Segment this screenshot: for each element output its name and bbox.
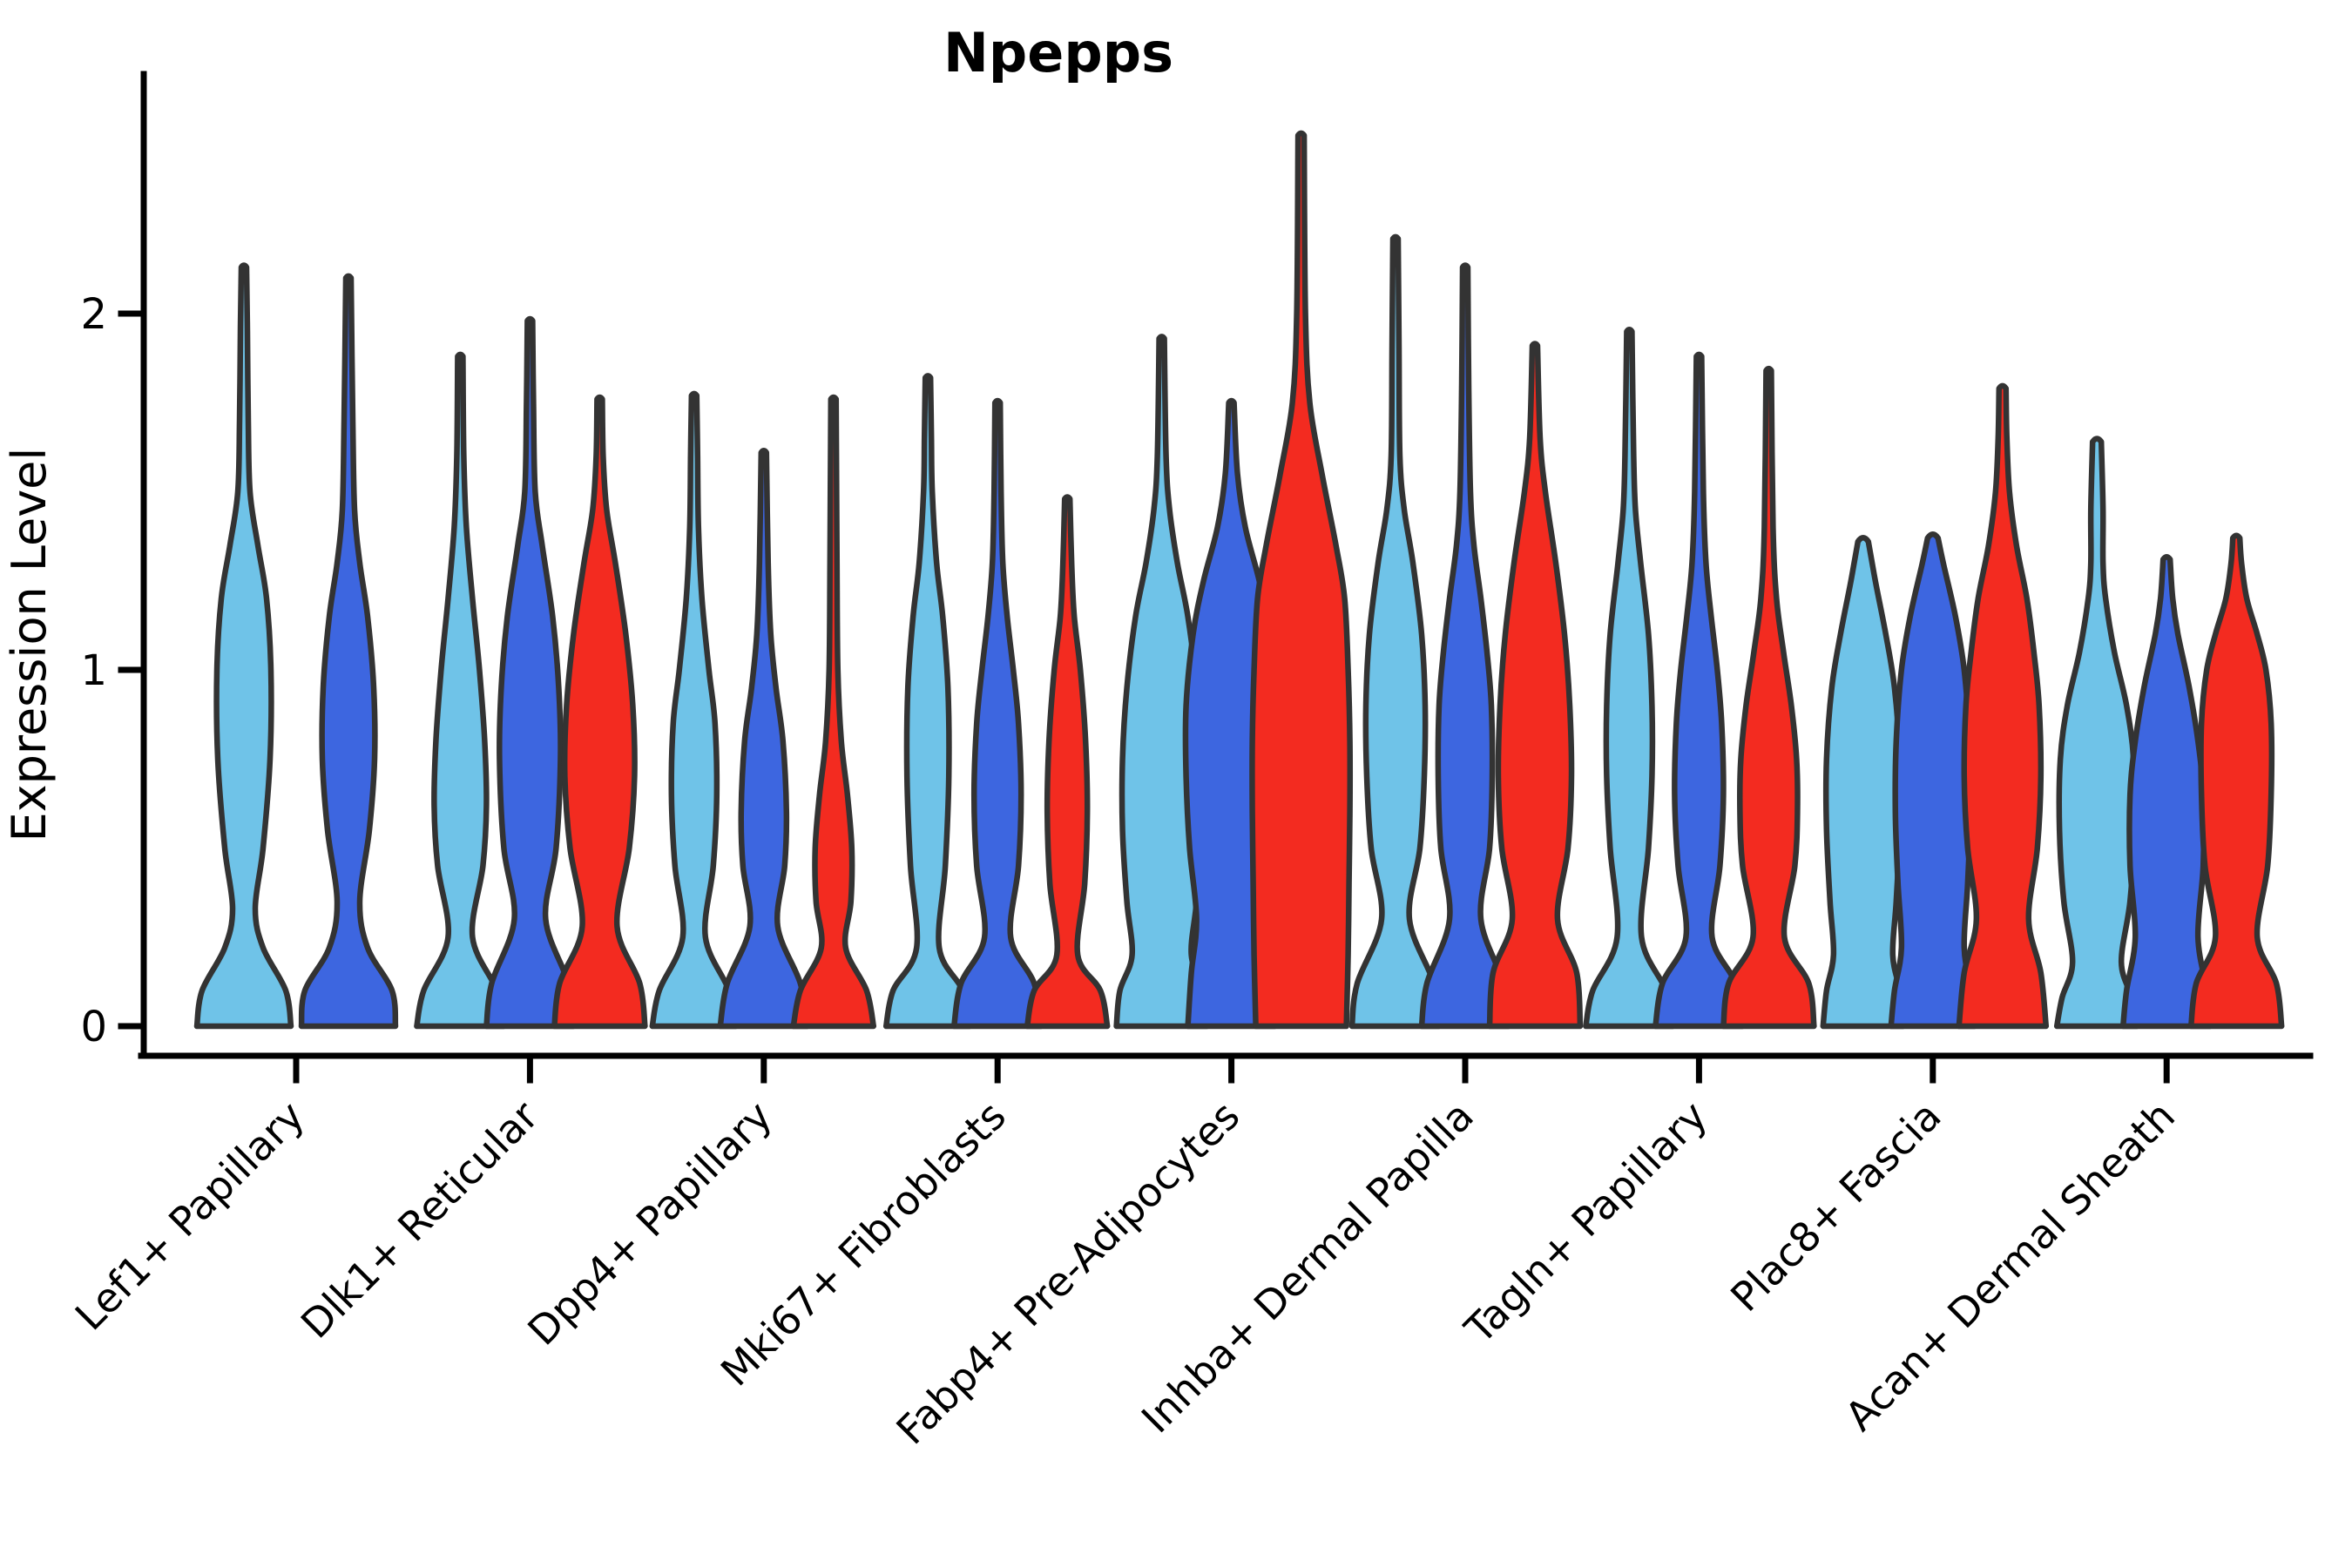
violin-acan-darkblue xyxy=(2119,554,2213,1030)
chart-title: Npepps xyxy=(943,21,1173,84)
x-category-label: Plac8+ Fascia xyxy=(1721,1092,1950,1321)
violin-dpp4-lightblue xyxy=(649,390,740,1030)
violin-dpp4-red xyxy=(790,394,877,1030)
y-tick-labels: 0 1 2 xyxy=(80,290,107,1051)
x-category-label: Lef1+ Papillary xyxy=(66,1092,314,1340)
violin-inhba-darkblue xyxy=(1418,262,1512,1030)
violin-lef1-lightblue xyxy=(193,262,294,1030)
violin-dlk1-darkblue xyxy=(483,315,577,1030)
violin-tagln-darkblue xyxy=(1652,351,1746,1030)
violin-plac8-darkblue xyxy=(1888,531,1978,1030)
y-axis-label: Expression Level xyxy=(2,448,57,842)
violin-dlk1-lightblue xyxy=(414,351,507,1030)
violin-dlk1-red xyxy=(551,394,648,1030)
axes-layer xyxy=(118,71,2314,1084)
violins-layer xyxy=(193,130,2285,1030)
violin-dpp4-darkblue xyxy=(717,448,811,1030)
violin-fabp4-red xyxy=(1249,130,1354,1030)
violin-plac8-lightblue xyxy=(1820,535,1907,1030)
violin-acan-red xyxy=(2187,532,2285,1030)
y-tick-label: 0 xyxy=(80,1003,107,1051)
violin-tagln-lightblue xyxy=(1583,327,1676,1030)
y-tick-label: 1 xyxy=(80,646,107,695)
violin-mki67-lightblue xyxy=(882,373,973,1030)
violin-acan-lightblue xyxy=(2053,436,2140,1030)
violin-lef1-darkblue xyxy=(298,273,399,1030)
x-category-label: Dpp4+ Papillary xyxy=(518,1092,781,1355)
violin-plac8-red xyxy=(1956,382,2050,1030)
violin-mki67-darkblue xyxy=(950,397,1044,1030)
violin-inhba-lightblue xyxy=(1348,233,1443,1030)
violin-tagln-red xyxy=(1720,365,1817,1030)
y-tick-label: 2 xyxy=(80,290,107,339)
violin-inhba-red xyxy=(1486,341,1584,1030)
x-category-label: Tagln+ Papillary xyxy=(1456,1092,1717,1354)
x-category-label: Dlk1+ Reticular xyxy=(292,1092,547,1348)
violin-mki67-red xyxy=(1024,494,1111,1030)
